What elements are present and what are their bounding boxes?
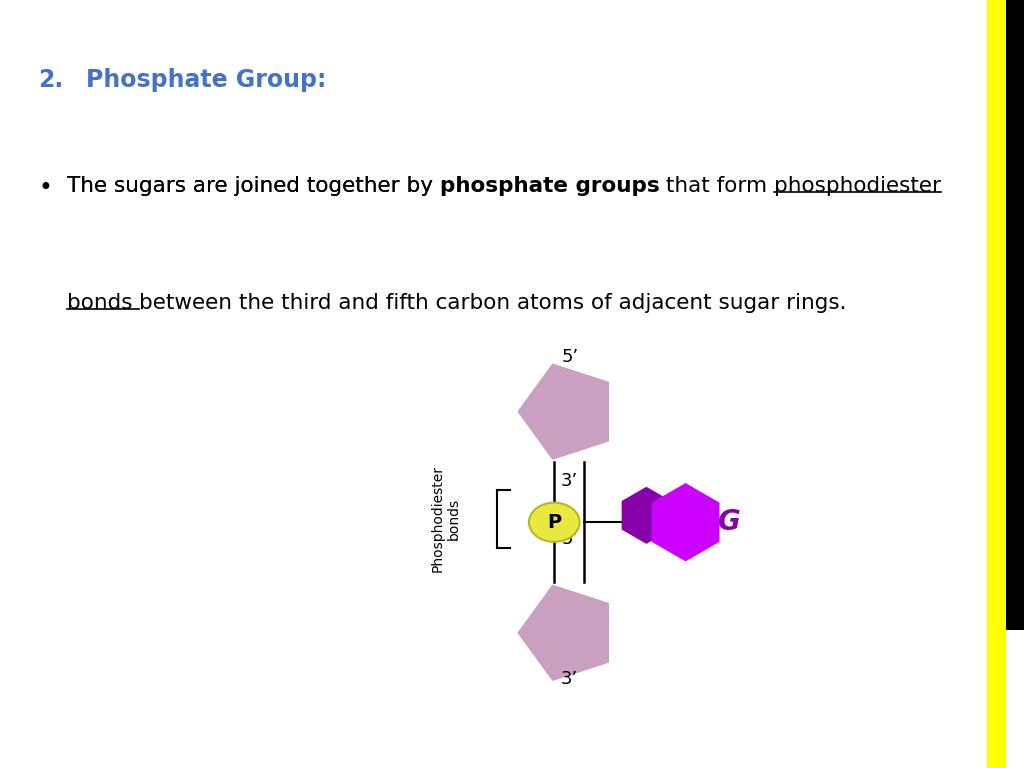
- Text: 5’: 5’: [561, 530, 579, 548]
- Text: bonds: bonds: [67, 293, 139, 313]
- Polygon shape: [517, 584, 609, 681]
- Text: phosphodiester: phosphodiester: [774, 176, 941, 196]
- Text: The sugars are joined together by: The sugars are joined together by: [67, 176, 439, 196]
- Text: 5’: 5’: [561, 348, 579, 366]
- Text: 2.: 2.: [38, 68, 63, 92]
- Text: phosphate groups: phosphate groups: [439, 176, 659, 196]
- Polygon shape: [651, 483, 720, 561]
- Polygon shape: [622, 487, 671, 544]
- Text: 3’: 3’: [561, 670, 579, 688]
- Text: 3’: 3’: [561, 472, 579, 490]
- Ellipse shape: [528, 503, 580, 542]
- Text: Phosphate Group:: Phosphate Group:: [86, 68, 326, 92]
- Text: The sugars are joined together by: The sugars are joined together by: [67, 176, 439, 196]
- Text: Phosphodiester
bonds: Phosphodiester bonds: [431, 465, 461, 572]
- Text: P: P: [547, 513, 561, 531]
- Text: G: G: [718, 508, 740, 536]
- Text: between the third and fifth carbon atoms of adjacent sugar rings.: between the third and fifth carbon atoms…: [139, 293, 847, 313]
- Polygon shape: [517, 363, 609, 460]
- Text: that form: that form: [659, 176, 774, 196]
- Text: •: •: [38, 176, 52, 200]
